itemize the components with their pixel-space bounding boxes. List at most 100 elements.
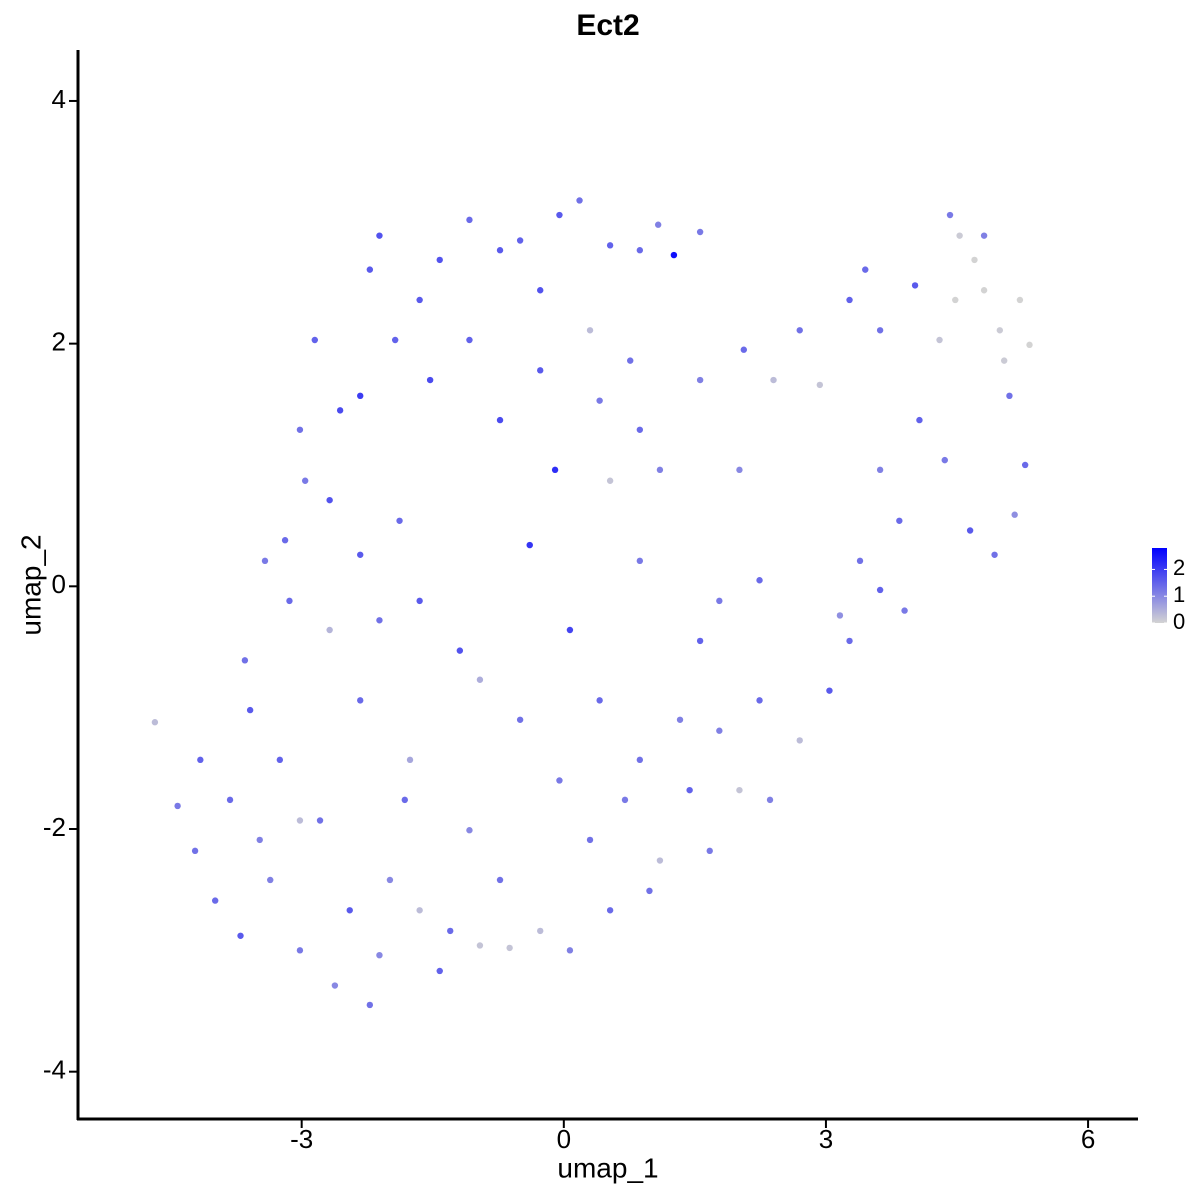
point [456, 647, 464, 654]
point [376, 232, 383, 239]
point [151, 719, 159, 726]
point [770, 376, 777, 384]
points [151, 197, 1033, 1009]
point [496, 416, 504, 424]
point [706, 847, 713, 855]
point [211, 897, 219, 904]
x-tick-label: 0 [557, 1124, 571, 1154]
point [357, 697, 364, 704]
point [366, 1001, 374, 1009]
point [566, 626, 574, 634]
point [586, 836, 594, 844]
point [496, 876, 504, 884]
point [376, 617, 383, 624]
point [331, 982, 339, 989]
point [1016, 296, 1024, 304]
colorbar-tick-label: 1 [1173, 582, 1185, 607]
point [956, 232, 963, 239]
point [311, 336, 318, 344]
x-tick-label: 6 [1081, 1124, 1095, 1154]
point [516, 237, 524, 244]
point [366, 266, 374, 273]
point [766, 796, 774, 804]
point [670, 251, 678, 259]
point [241, 657, 249, 664]
point [506, 944, 513, 952]
point [696, 228, 704, 236]
y-tick-label: 0 [52, 569, 66, 599]
point [576, 197, 583, 204]
point [466, 827, 473, 834]
point [416, 296, 423, 304]
point [862, 266, 869, 273]
point [191, 847, 199, 855]
point [526, 541, 533, 549]
point [316, 817, 324, 824]
point [476, 942, 484, 949]
point [740, 346, 748, 353]
point [596, 697, 603, 704]
point [537, 927, 544, 935]
point [537, 367, 544, 374]
point [537, 287, 544, 294]
point [636, 557, 644, 565]
x-tick-label: 3 [819, 1124, 833, 1154]
point [621, 796, 629, 804]
point [281, 537, 289, 544]
point [296, 947, 304, 954]
point [627, 357, 634, 364]
point [876, 466, 884, 474]
y-tick-label: 4 [52, 84, 66, 114]
point [941, 456, 948, 464]
point [496, 247, 504, 254]
point [901, 607, 908, 614]
point [226, 796, 234, 804]
point [796, 327, 803, 334]
point [946, 211, 954, 219]
point [826, 687, 833, 694]
point [952, 296, 959, 304]
point [636, 247, 644, 254]
point [357, 392, 364, 400]
point [276, 756, 284, 764]
chart-title: Ect2 [576, 9, 639, 42]
point [426, 376, 434, 384]
point [346, 907, 353, 914]
point [1000, 357, 1008, 364]
point [436, 256, 443, 264]
point [416, 597, 423, 605]
point [267, 876, 274, 884]
point [646, 887, 653, 895]
point [636, 756, 644, 764]
colorbar-tick-label: 0 [1173, 609, 1185, 634]
point [396, 517, 403, 524]
point [911, 282, 919, 289]
point [606, 907, 614, 914]
point [296, 817, 304, 824]
point [174, 802, 181, 810]
point [606, 242, 614, 249]
point [237, 932, 244, 939]
point [876, 327, 884, 334]
point [286, 597, 293, 605]
point [246, 706, 254, 714]
point [401, 796, 408, 804]
point [654, 221, 662, 228]
point [357, 551, 364, 558]
point [596, 397, 603, 404]
point [971, 256, 978, 264]
colorbar-tick-label: 2 [1173, 555, 1185, 580]
point [556, 211, 563, 219]
point [556, 777, 563, 784]
point [736, 466, 743, 474]
point [816, 381, 824, 389]
point [696, 637, 704, 645]
point [466, 216, 473, 224]
x-tick-label: -3 [290, 1124, 313, 1154]
y-tick-label: 2 [52, 327, 66, 357]
x-axis-label: umap_1 [557, 1152, 658, 1183]
point [261, 557, 269, 565]
point [656, 466, 664, 474]
point [197, 756, 204, 764]
point [676, 716, 684, 723]
